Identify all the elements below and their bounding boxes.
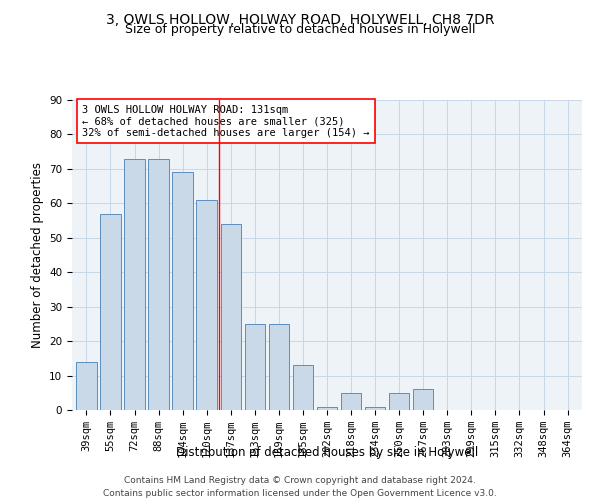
Bar [317, 406, 337, 410]
Bar [196, 200, 217, 410]
Bar [221, 224, 241, 410]
Bar [124, 158, 145, 410]
Bar [365, 406, 385, 410]
Text: 3, OWLS HOLLOW, HOLWAY ROAD, HOLYWELL, CH8 7DR: 3, OWLS HOLLOW, HOLWAY ROAD, HOLYWELL, C… [106, 12, 494, 26]
Bar [76, 362, 97, 410]
Bar [172, 172, 193, 410]
Text: 3 OWLS HOLLOW HOLWAY ROAD: 131sqm
← 68% of detached houses are smaller (325)
32%: 3 OWLS HOLLOW HOLWAY ROAD: 131sqm ← 68% … [82, 104, 370, 138]
Text: Distribution of detached houses by size in Holywell: Distribution of detached houses by size … [176, 446, 478, 459]
Bar [100, 214, 121, 410]
Bar [245, 324, 265, 410]
Text: Size of property relative to detached houses in Holywell: Size of property relative to detached ho… [125, 22, 475, 36]
Bar [269, 324, 289, 410]
Bar [341, 393, 361, 410]
Bar [389, 393, 409, 410]
Y-axis label: Number of detached properties: Number of detached properties [31, 162, 44, 348]
Bar [413, 390, 433, 410]
Bar [148, 158, 169, 410]
Text: Contains HM Land Registry data © Crown copyright and database right 2024.
Contai: Contains HM Land Registry data © Crown c… [103, 476, 497, 498]
Bar [293, 365, 313, 410]
